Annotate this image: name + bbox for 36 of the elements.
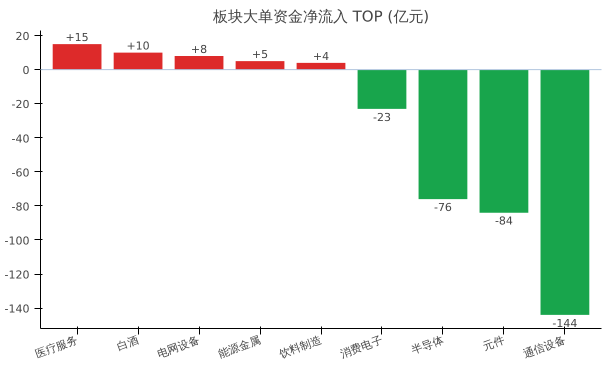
y-tick-label: -140 [4,302,30,316]
y-tick-label: -80 [12,200,30,214]
data-label: +4 [312,50,330,63]
y-tick-label: -60 [12,166,30,180]
x-tick-label: 半导体 [410,333,446,357]
bar [114,52,162,70]
data-label: +15 [65,31,89,44]
x-tick-label: 元件 [481,333,506,354]
x-tick-label: 医疗服务 [34,333,80,361]
y-tick-label: -120 [4,268,30,282]
y-tick-label: -40 [12,132,30,146]
x-tick-label: 白酒 [115,333,140,354]
y-tick-label: 20 [16,30,30,44]
data-label: -84 [494,214,513,228]
y-tick-label: 0 [22,64,30,78]
bar [174,56,224,70]
data-label: -76 [434,201,452,214]
data-label: -23 [372,110,391,124]
bar [236,61,284,70]
bar [358,70,406,109]
y-tick-label: -20 [12,98,30,112]
x-tick-label: 消费电子 [338,333,384,361]
x-tick-label: 饮料制造 [276,333,324,362]
bar [480,70,528,213]
data-label: +8 [190,43,208,56]
bar [418,70,468,200]
data-label: +10 [126,40,150,53]
data-label: +5 [252,48,268,62]
y-tick-label: -100 [4,234,30,248]
x-tick-label: 电网设备 [155,333,202,361]
bar [540,70,590,315]
x-tick-label: 能源金属 [216,333,262,361]
chart-title: 板块大单资金净流入 TOP (亿元) [212,8,430,26]
bar [52,44,102,70]
data-label: -144 [552,316,578,330]
x-tick-label: 通信设备 [521,333,568,361]
